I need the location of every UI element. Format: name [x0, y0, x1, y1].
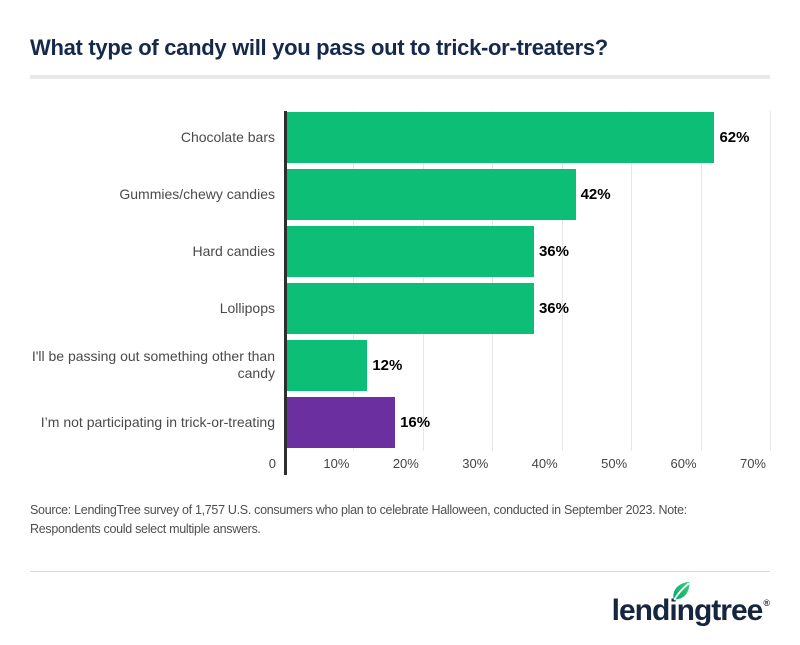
category-label: Hard candies	[192, 242, 276, 259]
bar-something-other-than-candy	[284, 339, 368, 391]
x-tick: 40%	[531, 455, 558, 471]
registered-trademark: ®	[763, 598, 770, 609]
category-label: I'll be passing out something other than…	[31, 348, 275, 381]
bar-value-label: 36%	[538, 299, 569, 317]
category-label: Gummies/chewy candies	[119, 185, 275, 202]
x-tick: 70%	[739, 455, 766, 471]
plot-area: 62% 42% 36% 36% 12%	[269, 109, 771, 475]
gridline	[353, 110, 355, 451]
y-axis-line	[284, 110, 287, 475]
gridline	[700, 110, 702, 451]
gridlines	[284, 110, 771, 451]
gridline	[631, 110, 633, 451]
lendingtree-logo: lendingtree®	[611, 582, 770, 628]
category-label: Lollipops	[219, 299, 275, 316]
bar-row: 12%	[284, 337, 770, 394]
bar-value-label: 42%	[580, 185, 611, 203]
x-tick: 20%	[392, 455, 419, 471]
leaf-icon	[672, 582, 690, 601]
x-tick: 10%	[323, 455, 350, 471]
bar-value-label: 16%	[400, 413, 431, 431]
bar-row: 36%	[284, 280, 770, 337]
bar-chart: Chocolate bars Gummies/chewy candies Har…	[30, 109, 771, 475]
x-tick: 0	[268, 455, 276, 471]
gridline	[422, 110, 424, 451]
bar-lollipops	[284, 282, 534, 334]
gridline	[492, 110, 494, 451]
bar-row: 62%	[284, 109, 770, 166]
category-axis: Chocolate bars Gummies/chewy candies Har…	[30, 109, 284, 475]
x-axis: 0 10% 20% 30% 40% 50% 60% 70%	[269, 451, 770, 475]
x-tick: 30%	[462, 455, 489, 471]
title-divider	[30, 74, 770, 79]
chart-title: What type of candy will you pass out to …	[30, 35, 608, 60]
bar-gummies-chewy-candies	[284, 168, 576, 220]
bar-value-label: 62%	[719, 128, 750, 146]
bar-not-participating	[284, 396, 396, 448]
x-tick: 50%	[601, 455, 628, 471]
footer: lendingtree®	[30, 572, 770, 640]
category-label: I’m not participating in trick-or-treati…	[40, 413, 275, 430]
gridline	[770, 110, 771, 451]
bar-value-label: 12%	[372, 356, 403, 374]
bar-row: 36%	[284, 223, 770, 280]
bar-value-label: 36%	[538, 242, 569, 260]
footer-divider	[30, 571, 770, 573]
category-label: Chocolate bars	[180, 128, 275, 145]
logo-wordmark: lendingtree	[611, 594, 764, 628]
x-tick: 60%	[670, 455, 697, 471]
bars: 62% 42% 36% 36% 12%	[284, 109, 770, 451]
bar-chocolate-bars	[284, 111, 715, 163]
bar-row: 16%	[284, 394, 770, 451]
bar-hard-candies	[284, 225, 534, 277]
gridline	[561, 110, 563, 451]
bar-row: 42%	[284, 166, 770, 223]
source-note: Source: LendingTree survey of 1,757 U.S.…	[30, 502, 687, 536]
